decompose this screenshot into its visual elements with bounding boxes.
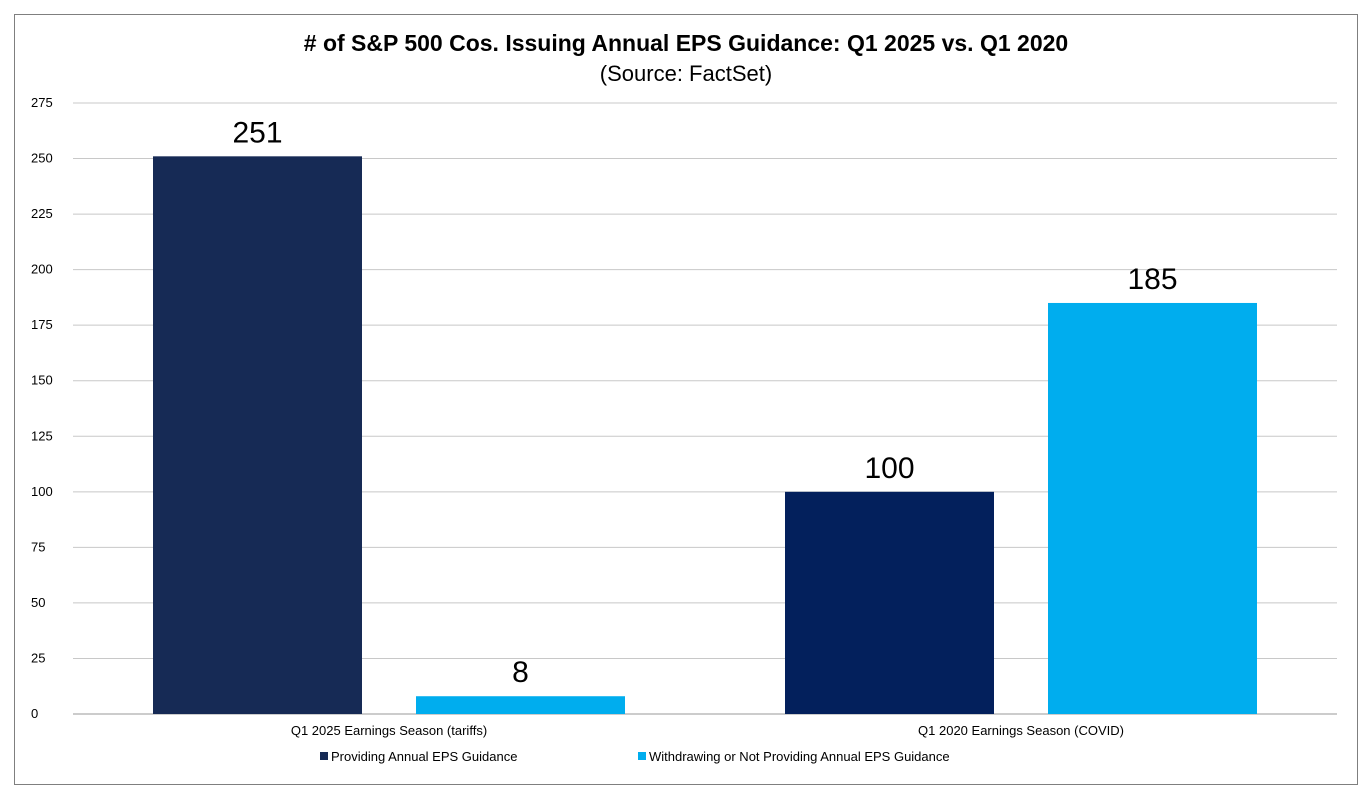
- legend-label: Withdrawing or Not Providing Annual EPS …: [649, 749, 950, 764]
- x-axis-categories: Q1 2025 Earnings Season (tariffs) Q1 2020…: [291, 723, 1124, 738]
- x-category-label: Q1 2025 Earnings Season (tariffs): [291, 723, 487, 738]
- y-tick-label: 200: [31, 262, 53, 277]
- y-tick-label: 150: [31, 373, 53, 388]
- bar: [416, 696, 625, 714]
- y-tick-label: 0: [31, 706, 38, 721]
- bar-value-label: 100: [864, 452, 914, 485]
- y-tick-label: 225: [31, 206, 53, 221]
- chart-svg: # of S&P 500 Cos. Issuing Annual EPS Gui…: [31, 30, 1337, 764]
- bar-value-label: 251: [232, 116, 282, 149]
- data-labels: 251 8 100 185: [232, 116, 1177, 689]
- legend-label: Providing Annual EPS Guidance: [331, 749, 517, 764]
- y-tick-label: 175: [31, 317, 53, 332]
- y-tick-label: 100: [31, 484, 53, 499]
- y-tick-label: 25: [31, 650, 45, 665]
- bar: [785, 491, 994, 714]
- bar: [1048, 302, 1257, 714]
- legend: Providing Annual EPS Guidance Withdrawing…: [320, 749, 950, 764]
- y-tick-label: 275: [31, 95, 53, 110]
- x-category-label: Q1 2020 Earnings Season (COVID): [918, 723, 1124, 738]
- chart-frame: # of S&P 500 Cos. Issuing Annual EPS Gui…: [14, 14, 1358, 785]
- y-tick-label: 125: [31, 428, 53, 443]
- y-tick-label: 250: [31, 151, 53, 166]
- bars: [153, 156, 1257, 715]
- y-axis-ticks: 0 25 50 75 100 125 150 175 200 225 250 275: [31, 95, 53, 721]
- bar-value-label: 185: [1127, 263, 1177, 296]
- legend-swatch: [320, 752, 328, 760]
- chart-subtitle: (Source: FactSet): [600, 61, 772, 86]
- bar-value-label: 8: [512, 656, 529, 689]
- chart-title: # of S&P 500 Cos. Issuing Annual EPS Gui…: [304, 30, 1068, 56]
- legend-swatch: [638, 752, 646, 760]
- y-tick-label: 75: [31, 539, 45, 554]
- y-tick-label: 50: [31, 595, 45, 610]
- bar: [153, 156, 362, 715]
